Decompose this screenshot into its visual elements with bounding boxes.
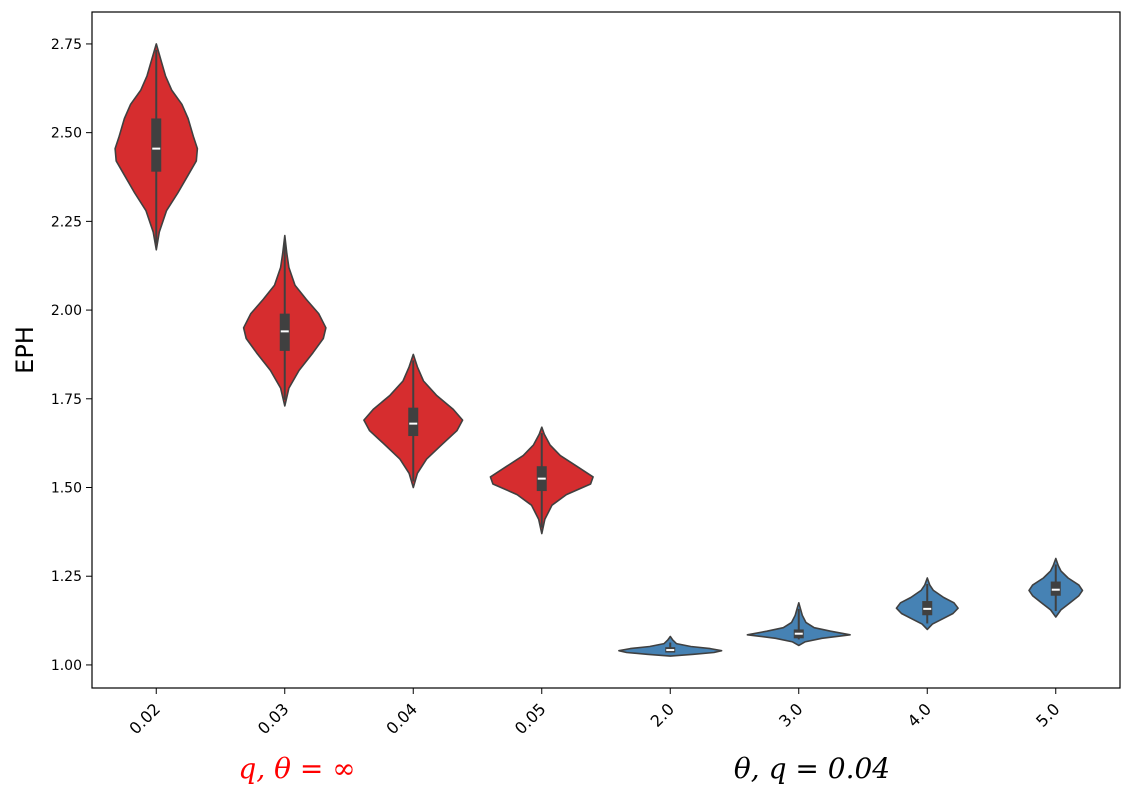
x-tick-label: 0.03 xyxy=(254,699,293,738)
x-tick-label: 0.05 xyxy=(511,699,550,738)
y-tick-label: 1.50 xyxy=(51,481,82,497)
y-tick-label: 2.00 xyxy=(51,303,82,319)
y-tick-label: 1.75 xyxy=(51,392,82,408)
y-tick-label: 2.25 xyxy=(51,214,82,230)
y-axis: 1.00 1.25 1.50 1.75 2.00 2.25 2.50 2.75 xyxy=(51,37,92,674)
group-label-q: q, θ = ∞ xyxy=(238,752,355,785)
y-tick-label: 2.50 xyxy=(51,126,82,142)
x-tick-label: 0.02 xyxy=(125,699,164,738)
y-axis-label: EPH xyxy=(11,326,39,374)
y-tick-label: 2.75 xyxy=(51,37,82,53)
y-tick-label: 1.00 xyxy=(51,658,82,674)
x-tick-label: 0.04 xyxy=(382,699,421,738)
y-tick-label: 1.25 xyxy=(51,569,82,585)
x-tick-label: 2.0 xyxy=(647,699,678,730)
plot-frame xyxy=(91,11,1121,689)
violins-layer xyxy=(114,43,1084,657)
x-axis: 0.02 0.03 0.04 0.05 2.0 3.0 4.0 5.0 xyxy=(125,688,1064,738)
x-tick-label: 5.0 xyxy=(1032,699,1063,730)
group-label-theta: θ, q = 0.04 xyxy=(734,752,890,785)
violin-iqr-box xyxy=(1050,581,1061,596)
violin-iqr-box xyxy=(408,407,419,437)
violin-iqr-box xyxy=(151,118,162,172)
x-tick-label: 4.0 xyxy=(904,699,935,730)
x-tick-label: 3.0 xyxy=(775,699,806,730)
